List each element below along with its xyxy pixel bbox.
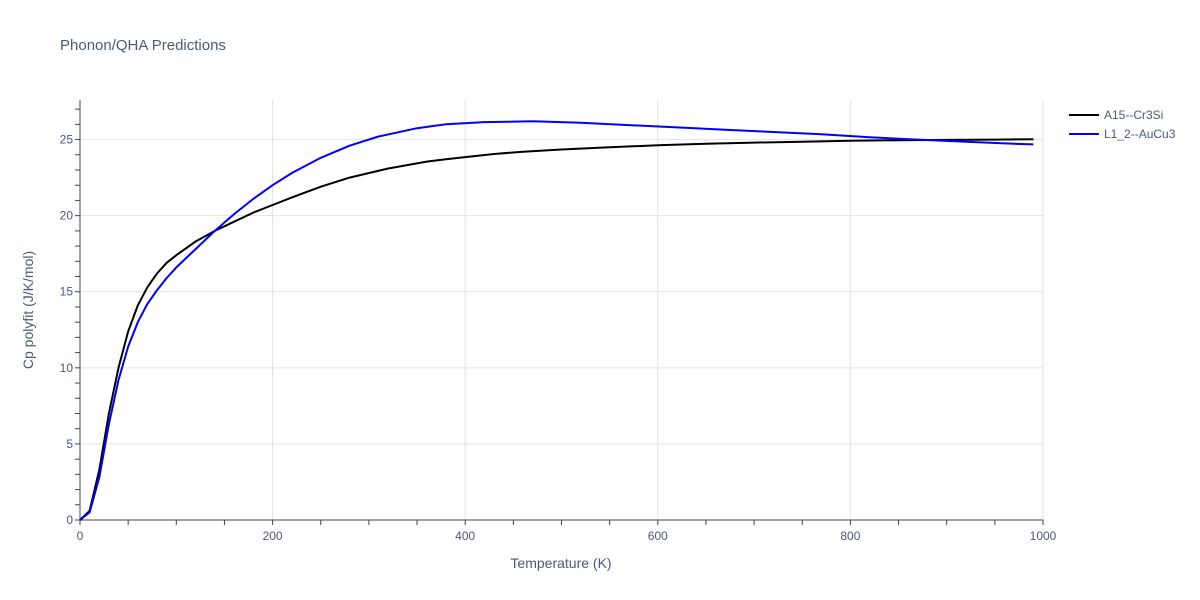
axes	[75, 100, 1044, 525]
series-line-1	[79, 120, 1034, 521]
x-tick-label: 800	[840, 529, 860, 543]
legend-label: A15--Cr3Si	[1104, 108, 1163, 122]
x-tick-label: 200	[263, 529, 283, 543]
x-tick-label: 600	[648, 529, 668, 543]
y-tick-label: 0	[66, 513, 73, 527]
x-axis-label: Temperature (K)	[510, 555, 611, 571]
y-tick-label: 15	[60, 285, 74, 299]
legend-item-1[interactable]: L1_2--AuCu3	[1069, 127, 1176, 141]
legend-item-0[interactable]: A15--Cr3Si	[1069, 108, 1163, 122]
x-tick-label: 1000	[1030, 529, 1057, 543]
series-line-0	[79, 138, 1034, 521]
y-axis-label: Cp polyfit (J/K/mol)	[20, 251, 36, 369]
y-tick-label: 5	[66, 437, 73, 451]
y-axis-ticks: 0 5 10 15 20 25	[60, 133, 74, 527]
legend[interactable]: A15--Cr3Si L1_2--AuCu3	[1069, 108, 1176, 141]
x-tick-label: 0	[77, 529, 84, 543]
chart-title: Phonon/QHA Predictions	[60, 37, 226, 54]
x-tick-label: 400	[455, 529, 475, 543]
series-lines	[79, 120, 1034, 521]
y-tick-label: 10	[60, 361, 74, 375]
grid-lines	[80, 100, 1044, 520]
y-tick-label: 20	[60, 209, 74, 223]
x-axis-ticks: 0 200 400 600 800 1000	[77, 529, 1057, 543]
y-tick-label: 25	[60, 133, 74, 147]
legend-label: L1_2--AuCu3	[1104, 127, 1176, 141]
